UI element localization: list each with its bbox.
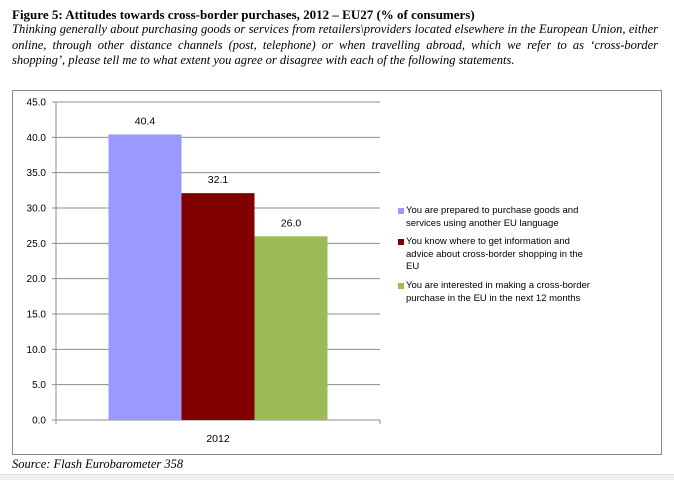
data-label-1: 40.4 xyxy=(135,116,156,128)
legend-swatch-1 xyxy=(398,208,404,214)
bar-series-2 xyxy=(181,193,255,420)
legend-item-2: You know where to get information and ad… xyxy=(398,236,598,274)
y-tick-label-6: 30.0 xyxy=(27,204,47,215)
page-bottom-bar xyxy=(0,474,674,480)
chart-legend: You are prepared to purchase goods and s… xyxy=(398,205,598,311)
chart-frame xyxy=(12,90,662,455)
legend-label-2: You know where to get information and ad… xyxy=(406,236,583,273)
y-tick-label-0: 0.0 xyxy=(32,416,46,427)
data-label-2: 32.1 xyxy=(208,174,229,186)
data-label-3: 26.0 xyxy=(281,217,302,229)
figure-subtitle: Thinking generally about purchasing good… xyxy=(12,22,658,67)
y-tick-label-1: 5.0 xyxy=(32,380,46,391)
legend-label-3: You are interested in making a cross-bor… xyxy=(406,279,590,304)
bar-chart: 0.0 5.0 10.0 15.0 20.0 25.0 30.0 35.0 40.0 45.0 40… xyxy=(27,98,381,445)
y-tick-label-7: 35.0 xyxy=(27,168,47,179)
bar-series-3 xyxy=(254,236,328,420)
y-tick-label-8: 40.0 xyxy=(27,133,47,144)
bar-series-1 xyxy=(108,134,182,421)
y-tick-label-5: 25.0 xyxy=(27,239,47,250)
y-tick-label-2: 10.0 xyxy=(27,345,47,356)
y-tick-label-9: 45.0 xyxy=(27,98,47,109)
y-tick-label-3: 15.0 xyxy=(27,310,47,321)
y-tick-label-4: 20.0 xyxy=(27,274,47,285)
legend-swatch-3 xyxy=(398,282,404,289)
source-note: Source: Flash Eurobarometer 358 xyxy=(12,457,184,471)
legend-item-1: You are prepared to purchase goods and s… xyxy=(398,205,598,230)
x-category-label-1: 2012 xyxy=(206,433,230,445)
figure-title: Figure 5: Attitudes towards cross-border… xyxy=(12,7,475,22)
legend-item-3: You are interested in making a cross-bor… xyxy=(398,280,598,305)
legend-swatch-2 xyxy=(398,239,404,246)
legend-label-1: You are prepared to purchase goods and s… xyxy=(406,205,579,229)
